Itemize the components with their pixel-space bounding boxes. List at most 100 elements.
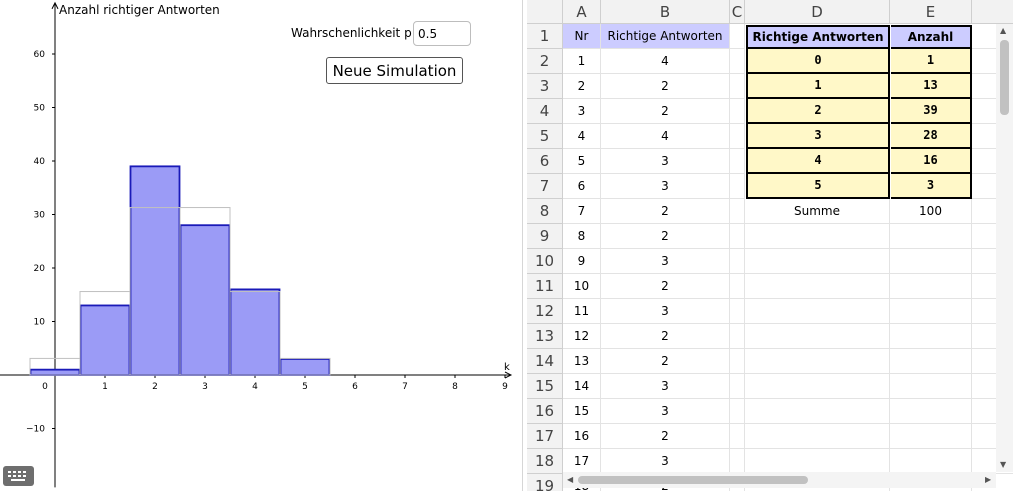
cell-b6[interactable]: 3 [601,149,730,174]
cell-e6[interactable]: 16 [891,149,972,174]
column-header-a[interactable]: A [563,0,601,24]
column-header-d[interactable]: D [745,0,890,24]
cell-e8[interactable]: 100 [890,199,972,224]
scroll-left-icon[interactable]: ◀ [567,475,574,484]
cell-e7[interactable]: 3 [891,174,972,199]
keyboard-icon[interactable] [3,466,34,486]
cell-b9[interactable]: 2 [601,224,730,249]
cell-e1[interactable]: Anzahl [891,25,972,49]
cell-b13[interactable]: 2 [601,324,730,349]
cell-d6[interactable]: 4 [746,149,890,174]
cell-a8[interactable]: 7 [563,199,601,224]
column-header-b[interactable]: B [601,0,730,24]
cell-d7[interactable]: 5 [746,174,890,199]
cell-c11[interactable] [730,274,745,299]
row-header-16[interactable]: 16 [527,399,563,424]
cell-e14[interactable] [890,349,972,374]
cell-a11[interactable]: 10 [563,274,601,299]
row-header-7[interactable]: 7 [527,174,563,199]
row-header-15[interactable]: 15 [527,374,563,399]
row-header-2[interactable]: 2 [527,49,563,74]
cell-c14[interactable] [730,349,745,374]
cell-c1[interactable] [730,24,745,49]
cell-e10[interactable] [890,249,972,274]
scroll-down-icon[interactable]: ▼ [1000,460,1007,469]
cell-d14[interactable] [745,349,890,374]
cell-d3[interactable]: 1 [746,74,890,99]
cell-a3[interactable]: 2 [563,74,601,99]
cell-a4[interactable]: 3 [563,99,601,124]
cell-d13[interactable] [745,324,890,349]
cell-b18[interactable]: 3 [601,449,730,474]
cell-e13[interactable] [890,324,972,349]
cell-c15[interactable] [730,374,745,399]
cell-e3[interactable]: 13 [891,74,972,99]
cell-a18[interactable]: 17 [563,449,601,474]
cell-c6[interactable] [730,149,745,174]
cell-d12[interactable] [745,299,890,324]
cell-a12[interactable]: 11 [563,299,601,324]
cell-b14[interactable]: 2 [601,349,730,374]
column-header-e[interactable]: E [890,0,972,24]
cell-d9[interactable] [745,224,890,249]
row-header-4[interactable]: 4 [527,99,563,124]
column-header-c[interactable]: C [730,0,745,24]
cell-e18[interactable] [890,449,972,474]
cell-a16[interactable]: 15 [563,399,601,424]
row-header-13[interactable]: 13 [527,324,563,349]
graphics-view[interactable]: 0 1 2 3 4 5 6 7 8 9 −10 10 20 30 40 50 60 k Anzahl richti… [0,0,520,491]
cell-d8[interactable]: Summe [745,199,890,224]
cell-e2[interactable]: 1 [891,49,972,74]
cell-b4[interactable]: 2 [601,99,730,124]
cell-c4[interactable] [730,99,745,124]
row-header-1[interactable]: 1 [527,24,563,49]
cell-b5[interactable]: 4 [601,124,730,149]
cell-b17[interactable]: 2 [601,424,730,449]
horizontal-scroll-thumb[interactable] [578,476,808,484]
row-header-12[interactable]: 12 [527,299,563,324]
cell-e16[interactable] [890,399,972,424]
cell-c8[interactable] [730,199,745,224]
cell-b11[interactable]: 2 [601,274,730,299]
cell-b8[interactable]: 2 [601,199,730,224]
row-header-18[interactable]: 18 [527,449,563,474]
cell-c18[interactable] [730,449,745,474]
row-header-11[interactable]: 11 [527,274,563,299]
spreadsheet-view[interactable]: A B C D E 1 Nr Richtige Antworten Richtige Antwo… [527,0,1013,491]
cell-d5[interactable]: 3 [746,124,890,149]
cell-b7[interactable]: 3 [601,174,730,199]
probability-input[interactable] [413,21,471,46]
cell-a9[interactable]: 8 [563,224,601,249]
cell-c2[interactable] [730,49,745,74]
cell-d17[interactable] [745,424,890,449]
cell-b1[interactable]: Richtige Antworten [601,24,730,49]
row-header-19[interactable]: 19 [527,474,563,491]
cell-c5[interactable] [730,124,745,149]
scroll-up-icon[interactable]: ▲ [1000,26,1007,35]
cell-a15[interactable]: 14 [563,374,601,399]
cell-b3[interactable]: 2 [601,74,730,99]
row-header-6[interactable]: 6 [527,149,563,174]
row-header-5[interactable]: 5 [527,124,563,149]
row-header-14[interactable]: 14 [527,349,563,374]
cell-a10[interactable]: 9 [563,249,601,274]
cell-b16[interactable]: 3 [601,399,730,424]
cell-a2[interactable]: 1 [563,49,601,74]
cell-a6[interactable]: 5 [563,149,601,174]
cell-e17[interactable] [890,424,972,449]
cell-c3[interactable] [730,74,745,99]
cell-a13[interactable]: 12 [563,324,601,349]
cell-c16[interactable] [730,399,745,424]
cell-b12[interactable]: 3 [601,299,730,324]
cell-d10[interactable] [745,249,890,274]
cell-a7[interactable]: 6 [563,174,601,199]
cell-b10[interactable]: 3 [601,249,730,274]
cell-e4[interactable]: 39 [891,99,972,124]
row-header-10[interactable]: 10 [527,249,563,274]
cell-e15[interactable] [890,374,972,399]
cell-e9[interactable] [890,224,972,249]
vertical-scrollbar[interactable] [996,24,1013,472]
vertical-scroll-thumb[interactable] [1000,40,1009,115]
cell-d16[interactable] [745,399,890,424]
cell-c7[interactable] [730,174,745,199]
